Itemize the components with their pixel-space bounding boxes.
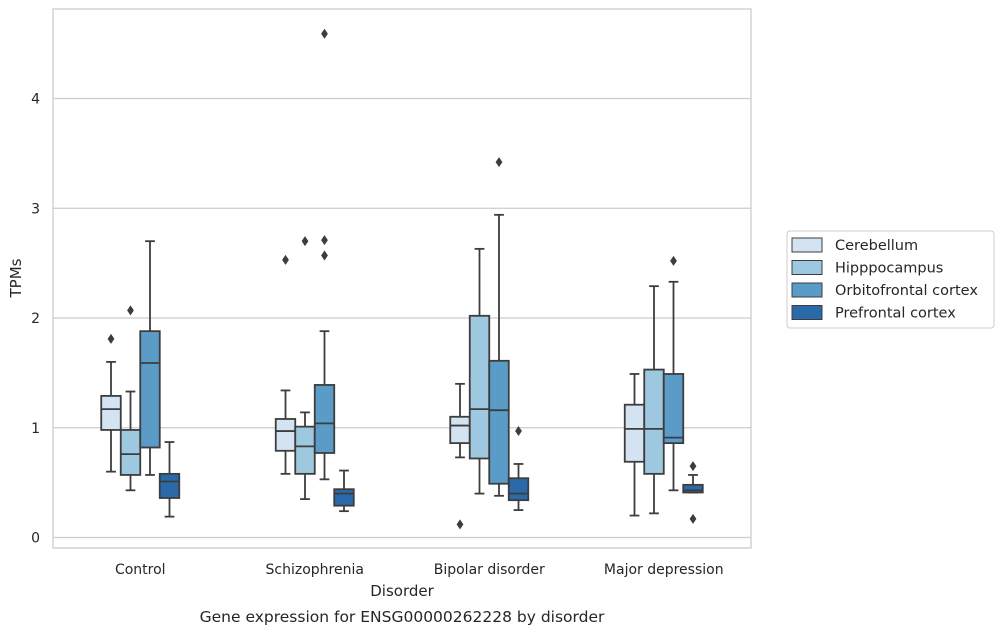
legend-label-2: Orbitofrontal cortex (835, 283, 978, 299)
box-groups (100, 28, 704, 530)
box-0-3 (158, 441, 181, 518)
outlier-point-0 (301, 236, 309, 247)
y-tick-label-3: 3 (31, 201, 40, 217)
legend-swatch-3 (791, 305, 823, 320)
box-3-3 (682, 461, 704, 524)
box-iqr (507, 477, 530, 502)
x-tick-label-1: Schizophrenia (266, 562, 364, 578)
outlier-point-0 (282, 254, 289, 265)
box-1-1 (294, 236, 316, 500)
box-iqr (488, 359, 510, 485)
y-tick-label-4: 4 (31, 92, 40, 108)
legend-swatch-2 (791, 282, 823, 298)
outlier-point-0 (670, 255, 677, 266)
figure-caption: Gene expression for ENSG00000262228 by d… (200, 608, 605, 626)
y-tick-label-1: 1 (31, 421, 40, 437)
plot-frame (52, 8, 752, 549)
outlier-point-0 (515, 426, 522, 437)
outlier-point-0 (321, 250, 328, 261)
x-tick-labels: Control Schizophrenia Bipolar disorder Majo… (115, 562, 724, 578)
legend-swatch-0 (791, 237, 823, 253)
outlier-point-0 (107, 333, 115, 344)
gridlines (53, 97, 751, 539)
box-iqr (274, 418, 297, 452)
box-0-2 (139, 240, 161, 476)
box-iqr (100, 395, 122, 431)
box-iqr (623, 403, 646, 463)
box-iqr (313, 384, 336, 454)
box-2-2 (488, 157, 510, 497)
outlier-point-0 (456, 519, 464, 530)
y-axis-title: TPMs (7, 258, 25, 298)
legend: Cerebellum Hipppocampus Orbitofrontal cort… (786, 230, 995, 329)
legend-label-1: Hipppocampus (835, 261, 943, 277)
box-iqr (158, 472, 181, 499)
box-3-0 (623, 373, 646, 517)
box-3-2 (662, 255, 685, 492)
outlier-point-2 (321, 28, 328, 39)
box-2-1 (468, 247, 491, 495)
box-iqr (662, 373, 685, 445)
y-tick-labels: 0 1 2 3 4 (31, 92, 40, 547)
box-iqr (468, 314, 491, 460)
box-iqr (333, 488, 355, 507)
x-tick-label-0: Control (115, 562, 166, 578)
x-tick-label-2: Bipolar disorder (434, 562, 545, 578)
legend-label-3: Prefrontal cortex (835, 306, 956, 322)
box-iqr (294, 425, 316, 475)
box-iqr (682, 483, 704, 494)
box-2-3 (507, 426, 530, 511)
y-tick-label-0: 0 (31, 531, 40, 547)
box-iqr (449, 415, 471, 445)
box-1-3 (333, 469, 355, 513)
x-tick-label-3: Major depression (604, 562, 724, 578)
box-1-2 (313, 28, 336, 481)
outlier-point-0 (689, 513, 697, 524)
legend-swatch-1 (791, 260, 823, 275)
box-iqr (643, 368, 665, 475)
box-iqr (139, 330, 161, 449)
outlier-point-0 (127, 305, 134, 316)
box-3-1 (643, 285, 665, 515)
outlier-point-1 (689, 461, 697, 472)
legend-frame (786, 230, 995, 329)
y-tick-label-2: 2 (31, 311, 40, 327)
box-0-1 (119, 305, 142, 492)
legend-label-0: Cerebellum (835, 238, 918, 254)
box-0-0 (100, 333, 122, 473)
x-axis-title: Disorder (370, 582, 434, 600)
outlier-point-1 (321, 235, 328, 246)
outlier-point-0 (495, 157, 503, 168)
box-iqr (119, 429, 142, 476)
